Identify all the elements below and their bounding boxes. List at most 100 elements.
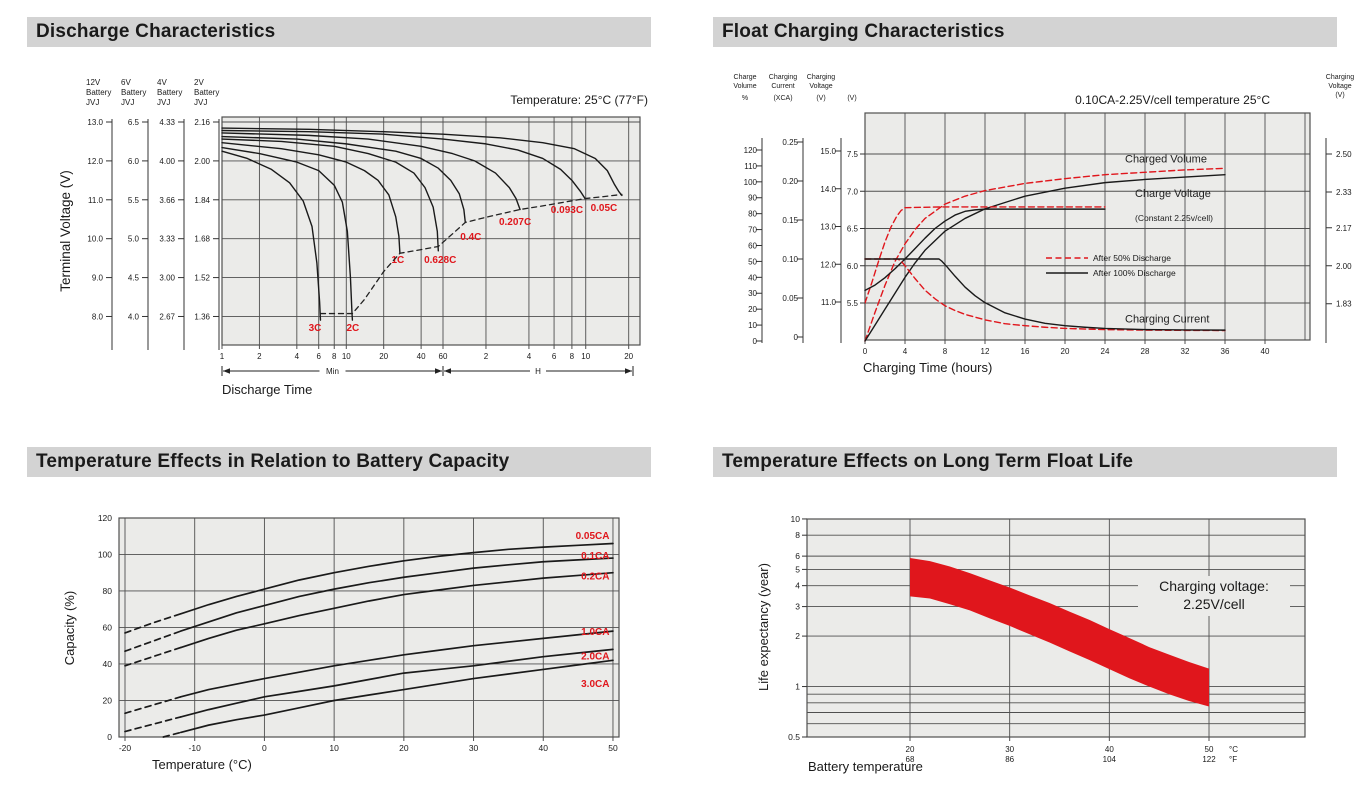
svg-text:Min: Min [326,367,339,376]
svg-text:12V: 12V [86,78,101,87]
svg-text:0.20: 0.20 [782,177,798,186]
svg-text:6.0: 6.0 [128,157,140,166]
svg-text:8: 8 [570,352,575,361]
svg-text:4: 4 [295,352,300,361]
svg-text:8: 8 [943,347,948,356]
svg-text:0: 0 [753,337,758,346]
svg-text:5.5: 5.5 [847,299,859,308]
svg-text:JVJ: JVJ [194,98,207,107]
svg-text:2V: 2V [194,78,204,87]
section-title-discharge-characteristics: Discharge Characteristics [27,17,651,47]
svg-text:Temperature (°C): Temperature (°C) [152,757,252,772]
svg-text:-10: -10 [189,743,202,753]
svg-text:Charged Volume: Charged Volume [1125,154,1207,166]
svg-text:3: 3 [795,602,800,612]
svg-text:11.0: 11.0 [88,196,104,205]
svg-text:20: 20 [748,305,757,314]
svg-text:2.67: 2.67 [159,312,175,321]
svg-text:-20: -20 [119,743,132,753]
svg-text:JVJ: JVJ [86,98,99,107]
svg-text:0.628C: 0.628C [424,255,456,266]
svg-text:%: % [742,95,748,102]
svg-text:36: 36 [1221,347,1230,356]
svg-text:0.25: 0.25 [782,138,798,147]
svg-text:6V: 6V [121,78,131,87]
svg-text:70: 70 [748,226,757,235]
svg-text:12.0: 12.0 [87,157,103,166]
svg-text:2: 2 [795,631,800,641]
svg-text:Charge Voltage: Charge Voltage [1135,188,1211,200]
svg-text:40: 40 [103,659,113,669]
svg-text:3C: 3C [309,323,322,334]
svg-text:6.5: 6.5 [847,225,859,234]
svg-text:3.33: 3.33 [159,235,175,244]
svg-text:(V): (V) [1335,92,1344,99]
svg-text:80: 80 [748,210,757,219]
svg-text:40: 40 [417,352,426,361]
svg-text:40: 40 [748,273,757,282]
svg-text:2.17: 2.17 [1336,224,1352,233]
svg-text:Volume: Volume [733,83,756,90]
float-life-chart: 1086543210.5206830864010450122°C°FChargi… [756,514,1306,774]
svg-text:1.52: 1.52 [194,274,210,283]
svg-text:0: 0 [863,347,868,356]
svg-text:10.0: 10.0 [87,235,103,244]
discharge-characteristics-chart: 1 2 4 6 8 10 20 40 60 2 4 6 8 10 20 0.05C 0.093C 0.207C 0.… [58,78,648,397]
svg-text:2.50: 2.50 [1336,150,1352,159]
svg-text:(V): (V) [816,95,825,102]
svg-text:10: 10 [581,352,590,361]
svg-text:30: 30 [1005,745,1014,754]
svg-text:Terminal Voltage (V): Terminal Voltage (V) [58,170,73,292]
svg-text:Charging Current: Charging Current [1125,314,1209,326]
svg-text:Charging: Charging [769,74,798,81]
svg-text:7.5: 7.5 [847,150,859,159]
svg-text:6.0: 6.0 [847,262,859,271]
svg-text:0.5: 0.5 [788,732,800,742]
svg-text:9.0: 9.0 [92,274,104,283]
svg-text:Charging voltage:: Charging voltage: [1159,578,1269,594]
svg-text:1.36: 1.36 [194,312,210,321]
svg-text:Temperature: 25°C (77°F): Temperature: 25°C (77°F) [510,93,648,107]
svg-text:0.1CA: 0.1CA [581,551,609,562]
svg-text:Charge: Charge [734,74,757,81]
svg-text:4: 4 [527,352,532,361]
svg-text:100: 100 [98,549,112,559]
svg-text:50: 50 [608,743,618,753]
svg-text:60: 60 [748,241,757,250]
svg-text:2.00: 2.00 [194,157,210,166]
svg-text:Current: Current [771,83,794,90]
svg-text:Charging: Charging [807,74,836,81]
svg-text:30: 30 [748,289,757,298]
svg-text:86: 86 [1005,755,1014,764]
svg-text:32: 32 [1181,347,1190,356]
svg-text:80: 80 [103,586,113,596]
svg-text:4: 4 [903,347,908,356]
svg-text:0.093C: 0.093C [551,205,583,216]
svg-text:20: 20 [1061,347,1070,356]
svg-text:Battery: Battery [194,88,219,97]
svg-text:H: H [535,367,541,376]
svg-text:2.0CA: 2.0CA [581,652,609,663]
section-title-temperature-effects-float-life: Temperature Effects on Long Term Float L… [713,447,1337,477]
svg-text:2.33: 2.33 [1336,188,1352,197]
svg-text:0: 0 [107,732,112,742]
svg-text:60: 60 [103,622,113,632]
svg-text:Discharge Time: Discharge Time [222,382,312,397]
svg-text:5.0: 5.0 [128,235,140,244]
svg-text:14.0: 14.0 [820,185,836,194]
svg-text:JVJ: JVJ [121,98,134,107]
svg-text:Voltage: Voltage [809,83,832,90]
svg-text:°C: °C [1229,745,1238,754]
svg-text:2C: 2C [346,323,359,334]
svg-text:2: 2 [484,352,489,361]
svg-text:After 50% Discharge: After 50% Discharge [1093,253,1171,263]
svg-text:1.0CA: 1.0CA [581,627,609,638]
svg-text:Charging: Charging [1326,74,1355,81]
svg-text:0.05: 0.05 [782,294,798,303]
svg-text:1.68: 1.68 [194,235,210,244]
svg-text:13.0: 13.0 [820,223,836,232]
svg-text:6: 6 [316,352,321,361]
svg-text:Voltage: Voltage [1328,83,1351,90]
svg-text:Charging Time (hours): Charging Time (hours) [863,360,992,375]
